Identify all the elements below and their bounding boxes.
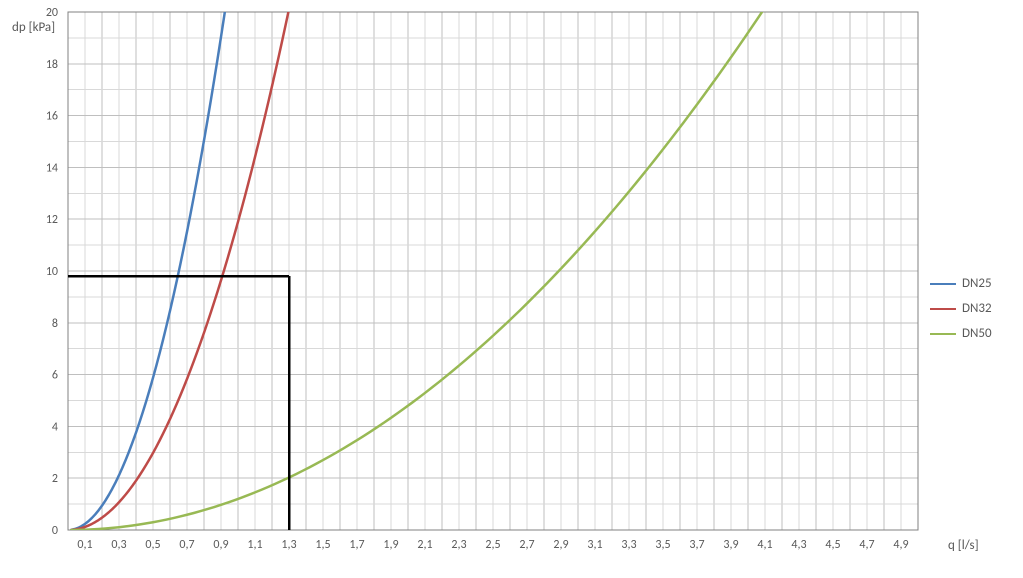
svg-text:14: 14 (46, 161, 58, 175)
svg-text:3,9: 3,9 (723, 538, 738, 552)
svg-text:3,7: 3,7 (689, 538, 704, 552)
svg-text:20: 20 (46, 6, 58, 20)
svg-text:0,7: 0,7 (179, 538, 194, 552)
svg-text:4,3: 4,3 (791, 538, 806, 552)
legend-label-dn32: DN32 (962, 301, 992, 316)
svg-text:12: 12 (46, 213, 58, 227)
svg-text:10: 10 (46, 265, 58, 279)
svg-text:2,5: 2,5 (485, 538, 500, 552)
svg-text:0,3: 0,3 (111, 538, 126, 552)
svg-text:0,9: 0,9 (213, 538, 228, 552)
svg-text:1,5: 1,5 (315, 538, 330, 552)
svg-text:0: 0 (52, 524, 58, 538)
legend-swatch-dn32 (930, 308, 956, 310)
svg-text:0,5: 0,5 (145, 538, 160, 552)
svg-text:2,9: 2,9 (553, 538, 568, 552)
x-axis-title: q [l/s] (948, 538, 988, 553)
svg-text:4,9: 4,9 (893, 538, 908, 552)
svg-text:4,5: 4,5 (825, 538, 840, 552)
svg-text:2,1: 2,1 (417, 538, 432, 552)
svg-text:1,7: 1,7 (349, 538, 364, 552)
svg-text:3,5: 3,5 (655, 538, 670, 552)
svg-text:1,1: 1,1 (247, 538, 262, 552)
svg-text:6: 6 (52, 369, 58, 383)
svg-text:2,3: 2,3 (451, 538, 466, 552)
svg-text:2: 2 (52, 472, 58, 486)
svg-text:3,1: 3,1 (587, 538, 602, 552)
grid (68, 12, 918, 530)
legend-item-dn25: DN25 (930, 276, 992, 291)
legend-item-dn32: DN32 (930, 301, 992, 316)
svg-text:1,3: 1,3 (281, 538, 296, 552)
svg-text:16: 16 (46, 110, 58, 124)
svg-text:0,1: 0,1 (77, 538, 92, 552)
svg-text:1,9: 1,9 (383, 538, 398, 552)
legend-swatch-dn25 (930, 283, 956, 285)
svg-text:18: 18 (46, 58, 58, 72)
svg-text:4,7: 4,7 (859, 538, 874, 552)
svg-text:4: 4 (52, 420, 58, 434)
legend: DN25 DN32 DN50 (930, 276, 992, 351)
svg-text:3,3: 3,3 (621, 538, 636, 552)
svg-text:2,7: 2,7 (519, 538, 534, 552)
pressure-flow-chart: 0,1 0,3 0,5 0,7 0,9 1,1 1,3 1,5 1,7 1,9 2,1 2,3 2,5 2… (0, 0, 1023, 578)
svg-text:4,1: 4,1 (757, 538, 772, 552)
legend-item-dn50: DN50 (930, 326, 992, 341)
chart-container: 0,1 0,3 0,5 0,7 0,9 1,1 1,3 1,5 1,7 1,9 2,1 2,3 2,5 2… (0, 0, 1023, 578)
svg-text:8: 8 (52, 317, 58, 331)
y-axis-title: dp [kPa] (12, 20, 55, 35)
legend-swatch-dn50 (930, 333, 956, 335)
legend-label-dn50: DN50 (962, 326, 992, 341)
legend-label-dn25: DN25 (962, 276, 992, 291)
